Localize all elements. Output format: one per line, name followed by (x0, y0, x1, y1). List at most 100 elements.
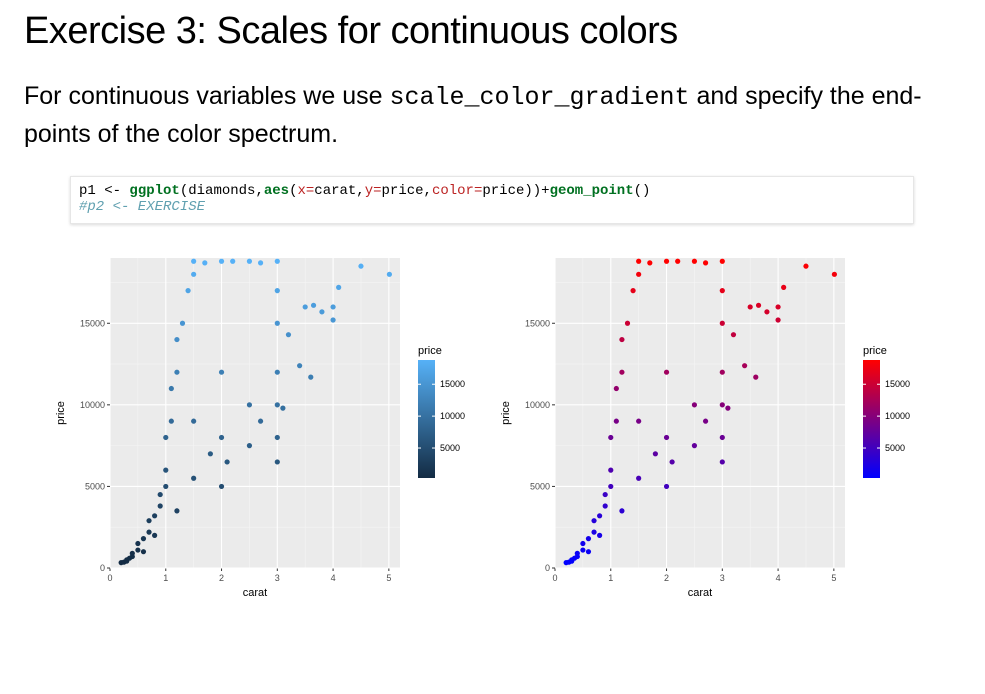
data-point (719, 258, 725, 264)
data-point (152, 532, 158, 538)
data-point (274, 258, 280, 264)
data-point (157, 491, 163, 498)
data-point (163, 467, 169, 473)
data-point (308, 374, 314, 380)
data-point (336, 284, 342, 290)
data-point (663, 258, 670, 264)
data-point (580, 540, 586, 547)
data-point (135, 540, 141, 547)
code-val-y: price, (381, 183, 432, 199)
code-close: () (633, 183, 651, 199)
data-point (775, 304, 781, 310)
y-axis-label: price (55, 401, 67, 425)
code-val-x: carat, (314, 183, 365, 199)
data-point (358, 263, 364, 269)
data-point (274, 402, 280, 408)
data-point (218, 258, 225, 264)
data-point (719, 369, 725, 375)
code-line-1: p1 <- ggplot(diamonds,aes(x=carat,y=pric… (79, 183, 905, 199)
code-line-2: #p2 <- EXERCISE (79, 199, 206, 215)
data-point (274, 434, 280, 441)
data-point (224, 459, 230, 465)
data-point (246, 443, 253, 449)
data-point (781, 284, 787, 290)
data-point (831, 271, 838, 277)
data-point (230, 258, 236, 264)
body-text-after: and specify the end-points of the color … (24, 82, 922, 148)
legend-title: price (863, 345, 887, 357)
data-point (280, 405, 286, 411)
data-point (386, 271, 393, 277)
data-point (218, 434, 225, 441)
data-point (179, 320, 186, 326)
data-point (803, 263, 809, 269)
data-point (747, 304, 753, 310)
data-point (636, 475, 642, 481)
data-point (636, 418, 642, 424)
x-tick-label: 5 (386, 573, 391, 583)
x-tick-label: 1 (608, 573, 613, 583)
data-point (619, 336, 625, 343)
data-point (135, 547, 141, 553)
legend-colorbar (863, 360, 880, 478)
data-point (174, 369, 180, 375)
data-point (274, 320, 280, 326)
data-point (755, 302, 762, 308)
data-point (168, 418, 174, 424)
data-point (129, 550, 135, 556)
data-point (608, 467, 614, 473)
data-point (285, 332, 292, 338)
data-point (207, 451, 213, 457)
data-point (608, 483, 614, 490)
data-point (163, 483, 169, 490)
data-point (174, 508, 180, 514)
data-point (725, 405, 731, 411)
data-point (218, 483, 225, 490)
data-point (330, 304, 336, 310)
scatter-plot-red-blue: 0 1 2 3 4 5 0 5000 10000 15000 carat price price 1500… (500, 258, 910, 599)
legend-label: 15000 (440, 379, 465, 389)
x-tick-label: 5 (831, 573, 836, 583)
legend-label: 5000 (440, 443, 460, 453)
data-point (630, 288, 636, 294)
data-point (753, 374, 759, 380)
data-point (140, 549, 147, 555)
x-tick-label: 2 (219, 573, 224, 583)
legend-label: 5000 (885, 443, 905, 453)
code-open1: (diamonds, (179, 183, 264, 199)
data-point (663, 434, 670, 441)
data-point (585, 549, 592, 555)
data-point (202, 260, 208, 266)
code-aes-fn: aes (263, 183, 290, 199)
code-arg-y: y= (364, 183, 382, 199)
data-point (597, 532, 603, 538)
data-point (191, 418, 197, 424)
data-point (574, 550, 580, 556)
data-point (719, 288, 725, 294)
data-point (719, 459, 725, 465)
data-point (675, 258, 681, 264)
code-block: p1 <- ggplot(diamonds,aes(x=carat,y=pric… (70, 176, 914, 224)
data-point (257, 418, 264, 424)
data-point (652, 451, 658, 457)
y-tick-label: 15000 (525, 318, 550, 328)
data-point (191, 271, 197, 277)
data-point (580, 547, 586, 553)
data-point (613, 418, 619, 424)
data-point (297, 363, 303, 369)
data-point (669, 459, 675, 465)
data-point (691, 258, 698, 264)
data-point (246, 258, 253, 264)
data-point (636, 271, 642, 277)
data-point (152, 513, 158, 519)
data-point (636, 258, 642, 264)
data-point (608, 434, 614, 441)
data-point (719, 402, 725, 408)
y-tick-label: 5000 (85, 481, 105, 491)
data-point (218, 369, 225, 375)
data-point (702, 418, 709, 424)
legend-label: 10000 (440, 411, 465, 421)
code-open2: ( (289, 183, 298, 199)
plot-panel (555, 258, 845, 568)
data-point (613, 385, 619, 392)
